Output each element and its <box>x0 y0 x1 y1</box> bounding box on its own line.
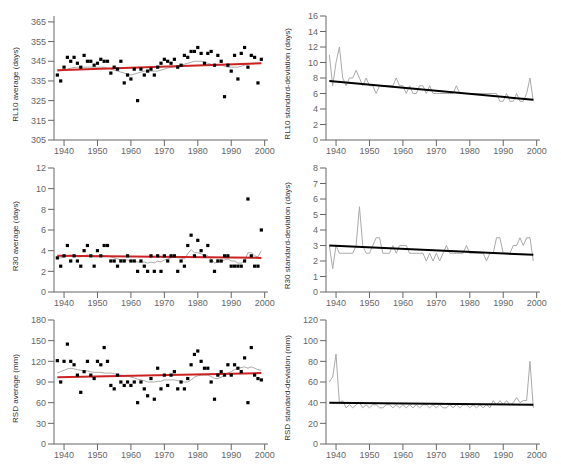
svg-text:365: 365 <box>31 17 46 27</box>
svg-text:1960: 1960 <box>121 298 141 308</box>
svg-text:2000: 2000 <box>255 298 275 308</box>
svg-text:60: 60 <box>308 377 318 387</box>
svg-text:1980: 1980 <box>188 146 208 156</box>
svg-text:1980: 1980 <box>460 298 480 308</box>
svg-text:12: 12 <box>308 42 318 52</box>
svg-text:1960: 1960 <box>393 298 413 308</box>
svg-text:2000: 2000 <box>527 146 547 156</box>
svg-text:1960: 1960 <box>393 450 413 460</box>
svg-text:12: 12 <box>36 163 46 173</box>
svg-text:1970: 1970 <box>154 298 174 308</box>
svg-text:4: 4 <box>313 225 318 235</box>
svg-text:80: 80 <box>308 357 318 367</box>
svg-text:1990: 1990 <box>493 298 513 308</box>
svg-text:8: 8 <box>313 163 318 173</box>
svg-text:1990: 1990 <box>493 146 513 156</box>
svg-text:1940: 1940 <box>54 298 74 308</box>
svg-text:4: 4 <box>41 246 46 256</box>
html-text:RL10 standard-deviation (days): RL10 standard-deviation (days) <box>282 28 292 140</box>
svg-text:8: 8 <box>313 73 318 83</box>
svg-text:6: 6 <box>313 89 318 99</box>
svg-text:1960: 1960 <box>121 450 141 460</box>
svg-text:100: 100 <box>303 336 318 346</box>
svg-text:0: 0 <box>313 287 318 297</box>
svg-text:150: 150 <box>31 336 46 346</box>
html-text:R30 standard-deviation (days): R30 standard-deviation (days) <box>282 182 292 290</box>
svg-text:1980: 1980 <box>188 298 208 308</box>
svg-text:1990: 1990 <box>221 146 241 156</box>
svg-text:325: 325 <box>31 96 46 106</box>
svg-text:355: 355 <box>31 37 46 47</box>
svg-text:40: 40 <box>308 398 318 408</box>
svg-text:30: 30 <box>36 419 46 429</box>
svg-text:1950: 1950 <box>359 450 379 460</box>
svg-text:1940: 1940 <box>326 450 346 460</box>
svg-text:0: 0 <box>41 439 46 449</box>
svg-text:1950: 1950 <box>87 450 107 460</box>
svg-text:2000: 2000 <box>527 450 547 460</box>
svg-text:16: 16 <box>308 11 318 21</box>
svg-text:4: 4 <box>313 104 318 114</box>
html-text:RSD average (mm): RSD average (mm) <box>10 353 20 423</box>
svg-text:1970: 1970 <box>154 450 174 460</box>
html-text:RL10 average (days): RL10 average (days) <box>10 46 20 122</box>
svg-text:6: 6 <box>313 194 318 204</box>
svg-text:1980: 1980 <box>460 146 480 156</box>
svg-text:1990: 1990 <box>221 298 241 308</box>
svg-text:0: 0 <box>313 135 318 145</box>
svg-text:0: 0 <box>313 439 318 449</box>
svg-text:1980: 1980 <box>188 450 208 460</box>
svg-text:1970: 1970 <box>154 146 174 156</box>
svg-text:60: 60 <box>36 398 46 408</box>
svg-text:335: 335 <box>31 76 46 86</box>
svg-text:3: 3 <box>313 241 318 251</box>
svg-text:315: 315 <box>31 116 46 126</box>
svg-text:14: 14 <box>308 27 318 37</box>
svg-text:8: 8 <box>41 205 46 215</box>
svg-text:20: 20 <box>308 419 318 429</box>
svg-text:1950: 1950 <box>359 298 379 308</box>
svg-text:120: 120 <box>303 315 318 325</box>
svg-text:1950: 1950 <box>359 146 379 156</box>
svg-text:1940: 1940 <box>326 146 346 156</box>
svg-text:1970: 1970 <box>426 450 446 460</box>
svg-text:305: 305 <box>31 135 46 145</box>
svg-text:1: 1 <box>313 272 318 282</box>
svg-text:2000: 2000 <box>255 450 275 460</box>
svg-text:7: 7 <box>313 179 318 189</box>
svg-text:90: 90 <box>36 377 46 387</box>
svg-text:345: 345 <box>31 56 46 66</box>
svg-text:2: 2 <box>313 120 318 130</box>
svg-text:1940: 1940 <box>54 450 74 460</box>
svg-text:10: 10 <box>308 58 318 68</box>
svg-text:6: 6 <box>41 225 46 235</box>
svg-text:1940: 1940 <box>326 298 346 308</box>
svg-text:1970: 1970 <box>426 298 446 308</box>
html-text:R30 average (days): R30 average (days) <box>10 200 20 272</box>
svg-text:120: 120 <box>31 357 46 367</box>
svg-text:2000: 2000 <box>255 146 275 156</box>
svg-text:2: 2 <box>313 256 318 266</box>
svg-text:1960: 1960 <box>121 146 141 156</box>
svg-text:1990: 1990 <box>493 450 513 460</box>
svg-text:2000: 2000 <box>527 298 547 308</box>
svg-text:1950: 1950 <box>87 146 107 156</box>
svg-text:2: 2 <box>41 267 46 277</box>
svg-text:180: 180 <box>31 315 46 325</box>
svg-text:1990: 1990 <box>221 450 241 460</box>
svg-text:1950: 1950 <box>87 298 107 308</box>
svg-text:5: 5 <box>313 210 318 220</box>
html-text:RSD standard-deviation (mm): RSD standard-deviation (mm) <box>282 335 292 441</box>
svg-text:0: 0 <box>41 287 46 297</box>
svg-text:1940: 1940 <box>54 146 74 156</box>
svg-text:1970: 1970 <box>426 146 446 156</box>
svg-text:1960: 1960 <box>393 146 413 156</box>
svg-text:10: 10 <box>36 184 46 194</box>
svg-text:1980: 1980 <box>460 450 480 460</box>
